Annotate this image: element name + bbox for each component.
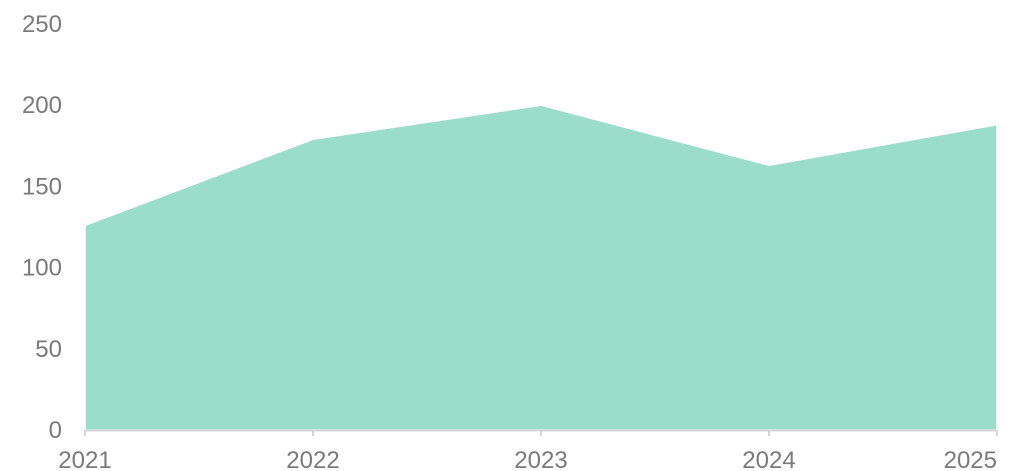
x-axis-ticks <box>84 430 998 436</box>
x-tick-label-2022: 2022 <box>286 447 339 471</box>
area-series <box>84 104 998 431</box>
x-tick-label-2023: 2023 <box>514 447 567 471</box>
x-tick-label-2025: 2025 <box>944 447 997 471</box>
y-tick-label-250: 250 <box>22 11 62 38</box>
y-axis-tick-labels: 0 50 100 150 200 250 <box>22 11 62 444</box>
x-tick-label-2021: 2021 <box>58 447 111 471</box>
y-tick-label-100: 100 <box>22 255 62 282</box>
y-tick-label-200: 200 <box>22 92 62 119</box>
x-axis-tick-labels: 2021 2022 2023 2024 2025 <box>58 447 997 471</box>
y-tick-label-0: 0 <box>49 417 62 444</box>
x-tick-label-2024: 2024 <box>742 447 795 471</box>
y-tick-label-150: 150 <box>22 173 62 200</box>
y-tick-label-50: 50 <box>35 336 62 363</box>
